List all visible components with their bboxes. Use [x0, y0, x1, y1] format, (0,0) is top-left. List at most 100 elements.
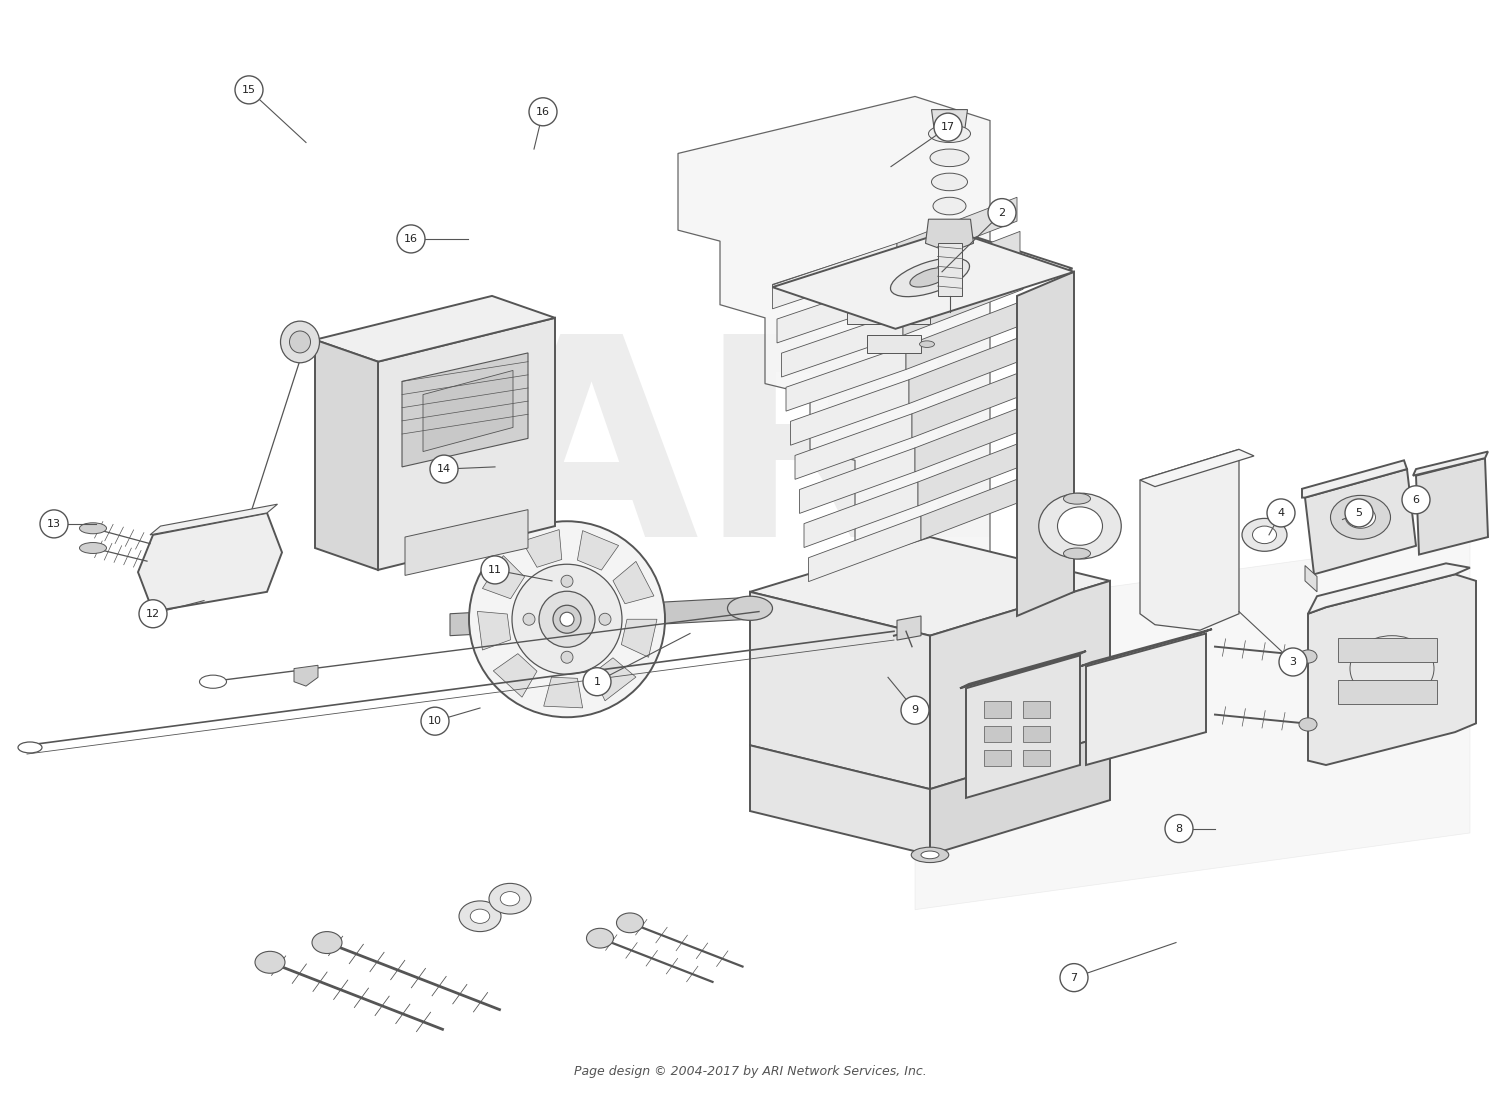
Circle shape: [554, 605, 580, 633]
Circle shape: [1268, 499, 1294, 527]
Polygon shape: [138, 513, 282, 612]
Circle shape: [902, 696, 928, 724]
Ellipse shape: [891, 258, 969, 297]
Text: 16: 16: [536, 106, 550, 117]
Ellipse shape: [1038, 493, 1120, 559]
Polygon shape: [1086, 633, 1206, 765]
Polygon shape: [921, 470, 1041, 540]
Ellipse shape: [1064, 493, 1090, 504]
Ellipse shape: [927, 305, 942, 311]
Text: 4: 4: [1278, 507, 1284, 518]
Ellipse shape: [933, 197, 966, 215]
Bar: [867, 335, 921, 353]
Polygon shape: [402, 353, 528, 467]
Bar: [847, 296, 930, 324]
Polygon shape: [1305, 469, 1416, 574]
Ellipse shape: [1299, 718, 1317, 731]
Ellipse shape: [200, 675, 226, 688]
Polygon shape: [786, 345, 906, 411]
Ellipse shape: [18, 742, 42, 753]
Polygon shape: [1140, 449, 1239, 630]
Polygon shape: [808, 516, 921, 582]
Polygon shape: [678, 96, 990, 592]
Polygon shape: [897, 197, 1017, 267]
Text: 1: 1: [594, 676, 600, 687]
Text: 11: 11: [488, 564, 502, 575]
Polygon shape: [1416, 458, 1488, 555]
Polygon shape: [960, 651, 1086, 688]
Circle shape: [482, 556, 508, 584]
Ellipse shape: [280, 321, 320, 363]
Ellipse shape: [1299, 650, 1317, 663]
Bar: [1023, 726, 1050, 742]
Ellipse shape: [80, 523, 106, 534]
Circle shape: [1060, 963, 1088, 992]
Bar: [1023, 701, 1050, 718]
Ellipse shape: [932, 173, 968, 191]
Ellipse shape: [930, 149, 969, 167]
Text: 9: 9: [912, 705, 918, 716]
Text: 3: 3: [1290, 657, 1296, 667]
Polygon shape: [483, 556, 525, 598]
Polygon shape: [450, 597, 750, 636]
Bar: [1023, 750, 1050, 766]
Text: 14: 14: [436, 464, 451, 475]
Polygon shape: [315, 340, 378, 570]
Ellipse shape: [290, 331, 310, 353]
Circle shape: [988, 198, 1016, 227]
Ellipse shape: [928, 125, 970, 142]
Polygon shape: [804, 482, 918, 548]
Text: 17: 17: [940, 122, 956, 133]
Circle shape: [561, 575, 573, 587]
Polygon shape: [906, 299, 1026, 369]
Circle shape: [512, 564, 622, 674]
Polygon shape: [772, 230, 1074, 329]
Ellipse shape: [471, 910, 489, 923]
Circle shape: [1346, 499, 1372, 527]
Polygon shape: [750, 537, 1110, 636]
Polygon shape: [790, 379, 909, 445]
Text: 13: 13: [46, 518, 62, 529]
Text: 16: 16: [404, 233, 418, 244]
Circle shape: [561, 651, 573, 663]
Polygon shape: [897, 616, 921, 640]
Circle shape: [1166, 814, 1192, 843]
Text: 12: 12: [146, 608, 160, 619]
Polygon shape: [926, 219, 974, 252]
Polygon shape: [932, 110, 968, 132]
Bar: [1338, 680, 1437, 704]
Ellipse shape: [616, 913, 644, 933]
Ellipse shape: [1058, 506, 1102, 545]
Polygon shape: [494, 653, 537, 697]
Circle shape: [530, 98, 556, 126]
Circle shape: [1280, 648, 1306, 676]
Polygon shape: [777, 277, 900, 343]
Polygon shape: [1413, 452, 1488, 476]
Polygon shape: [915, 537, 1470, 910]
Polygon shape: [900, 231, 1020, 301]
Bar: [984, 726, 1011, 742]
Polygon shape: [772, 243, 897, 309]
Polygon shape: [800, 448, 915, 513]
Circle shape: [584, 667, 610, 696]
Polygon shape: [938, 243, 962, 296]
Bar: [984, 701, 1011, 718]
Polygon shape: [909, 333, 1029, 403]
Ellipse shape: [586, 928, 613, 948]
Ellipse shape: [312, 932, 342, 954]
Circle shape: [934, 113, 962, 141]
Polygon shape: [294, 665, 318, 686]
Polygon shape: [930, 581, 1110, 789]
Polygon shape: [903, 265, 1023, 335]
Ellipse shape: [255, 951, 285, 973]
Polygon shape: [1017, 272, 1074, 616]
Circle shape: [524, 614, 536, 625]
Polygon shape: [930, 734, 1110, 855]
Ellipse shape: [910, 847, 948, 863]
Polygon shape: [918, 436, 1038, 506]
Polygon shape: [405, 510, 528, 575]
Polygon shape: [150, 504, 278, 535]
Text: 2: 2: [999, 207, 1005, 218]
Polygon shape: [912, 368, 1032, 437]
Bar: [1338, 638, 1437, 662]
